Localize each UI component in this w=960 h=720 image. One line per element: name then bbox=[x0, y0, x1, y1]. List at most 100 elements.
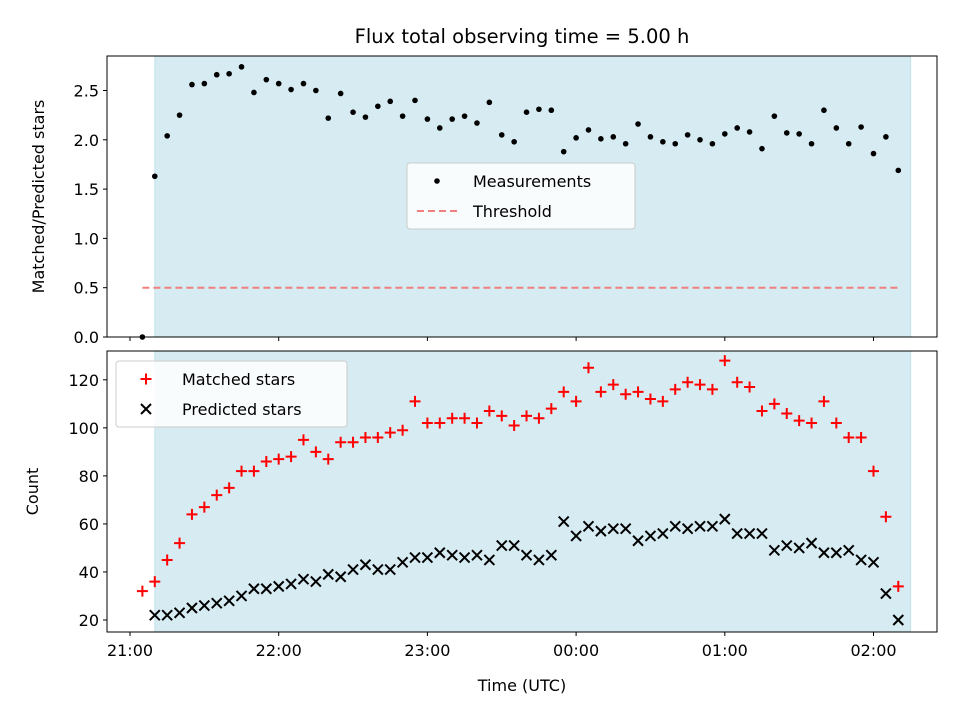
x-tick-label: 23:00 bbox=[404, 641, 450, 660]
y-tick-label: 1.5 bbox=[74, 180, 99, 199]
matched-star-point bbox=[620, 388, 632, 400]
predicted-star-point bbox=[496, 539, 508, 552]
predicted-star-point bbox=[533, 554, 545, 566]
matched-star-point bbox=[161, 554, 173, 566]
matched-star-point bbox=[781, 407, 793, 419]
predicted-star-point bbox=[446, 549, 458, 561]
measurement-point bbox=[585, 127, 592, 133]
measurement-point bbox=[746, 129, 753, 135]
predicted-star-point bbox=[644, 530, 657, 542]
predicted-star-point bbox=[706, 520, 719, 533]
predicted-star-point bbox=[793, 542, 805, 554]
matched-star-point bbox=[892, 580, 904, 592]
matched-star-point bbox=[198, 501, 210, 513]
predicted-star-point bbox=[297, 573, 310, 585]
bottom-y-axis: 20 40 60 80 100 120 bbox=[68, 371, 107, 630]
predicted-star-point bbox=[347, 563, 359, 576]
matched-star-point bbox=[496, 410, 508, 422]
measurement-point bbox=[424, 116, 431, 122]
predicted-star-point bbox=[619, 523, 632, 535]
predicted-star-point bbox=[843, 544, 855, 557]
measurement-point bbox=[151, 173, 158, 180]
bottom-panel-frame bbox=[106, 350, 938, 633]
matched-star-point bbox=[818, 395, 830, 407]
measurement-point bbox=[598, 136, 604, 142]
predicted-star-point bbox=[334, 571, 347, 583]
legend-marker bbox=[434, 178, 440, 184]
measurement-point bbox=[189, 81, 195, 88]
matched-star-point bbox=[682, 376, 694, 388]
predicted-star-point bbox=[508, 539, 520, 552]
predicted-star-point bbox=[657, 527, 669, 540]
measurement-point bbox=[734, 125, 740, 131]
x-tick-label: 22:00 bbox=[256, 641, 302, 660]
matched-star-point bbox=[459, 412, 471, 424]
measurement-point bbox=[486, 99, 493, 106]
measurement-point bbox=[201, 80, 208, 87]
matched-star-point bbox=[632, 386, 644, 398]
predicted-star-point bbox=[818, 547, 830, 559]
legend-label: Threshold bbox=[472, 202, 552, 221]
matched-star-point bbox=[372, 431, 384, 443]
matched-star-point bbox=[186, 508, 198, 520]
predicted-star-point bbox=[743, 527, 756, 540]
predicted-star-point bbox=[434, 547, 446, 559]
matched-star-point bbox=[483, 405, 495, 417]
matched-star-point bbox=[793, 415, 805, 427]
predicted-star-point bbox=[867, 556, 880, 569]
matched-star-point bbox=[545, 403, 557, 415]
measurement-point bbox=[821, 107, 827, 114]
predicted-star-point bbox=[545, 549, 558, 561]
predicted-star-point bbox=[520, 549, 533, 561]
matched-star-point bbox=[211, 489, 223, 501]
matched-star-point bbox=[174, 537, 186, 549]
measurement-point bbox=[709, 140, 716, 147]
bottom-legend: Matched stars Predicted stars bbox=[115, 360, 348, 428]
top-y-axis: 0.0 0.5 1.0 1.5 2.0 2.5 bbox=[74, 82, 107, 347]
x-tick-label: 01:00 bbox=[702, 641, 748, 660]
matched-star-point bbox=[248, 465, 260, 477]
top-y-axis-label: Matched/Predicted stars bbox=[29, 100, 48, 294]
predicted-star-point bbox=[768, 544, 781, 557]
matched-star-point bbox=[359, 431, 371, 443]
measurement-point bbox=[511, 138, 517, 145]
predicted-star-point bbox=[558, 515, 570, 528]
predicted-star-point bbox=[310, 575, 322, 588]
y-tick-label: 0.0 bbox=[74, 328, 99, 347]
measurement-point bbox=[808, 140, 815, 147]
measurement-point bbox=[759, 145, 765, 152]
predicted-star-point bbox=[149, 609, 161, 621]
predicted-star-point bbox=[248, 583, 260, 595]
y-tick-label: 80 bbox=[79, 467, 99, 486]
predicted-star-point bbox=[285, 578, 297, 590]
matched-star-point bbox=[855, 431, 867, 443]
predicted-star-point bbox=[272, 580, 285, 593]
measurement-point bbox=[362, 114, 369, 120]
matched-star-point bbox=[595, 386, 607, 398]
predicted-star-point bbox=[359, 559, 372, 571]
bottom-x-axis: 21:00 22:00 23:00 00:00 01:00 02:00 bbox=[107, 632, 897, 660]
chart-title: Flux total observing time = 5.00 h bbox=[355, 25, 690, 48]
y-tick-label: 60 bbox=[79, 515, 99, 534]
predicted-star-point bbox=[756, 527, 768, 540]
matched-star-point bbox=[694, 379, 706, 391]
measurement-point bbox=[375, 103, 381, 110]
measurement-point bbox=[412, 97, 418, 104]
y-tick-label: 2.0 bbox=[74, 131, 99, 150]
measurement-point bbox=[325, 115, 332, 121]
measurement-point bbox=[263, 76, 270, 83]
measurement-point bbox=[399, 113, 406, 119]
matched-star-point bbox=[570, 395, 582, 407]
matched-star-point bbox=[843, 431, 855, 443]
predicted-star-point bbox=[260, 583, 273, 595]
matched-star-point bbox=[421, 417, 433, 429]
predicted-star-point bbox=[892, 614, 904, 626]
matched-star-point bbox=[397, 424, 409, 436]
matched-star-point bbox=[669, 383, 681, 395]
matched-star-point bbox=[731, 376, 743, 388]
predicted-star-point bbox=[223, 595, 235, 607]
measurement-point bbox=[870, 150, 877, 157]
x-tick-label: 02:00 bbox=[850, 641, 896, 660]
measurement-point bbox=[845, 140, 852, 147]
top-x-ticks bbox=[129, 337, 874, 341]
